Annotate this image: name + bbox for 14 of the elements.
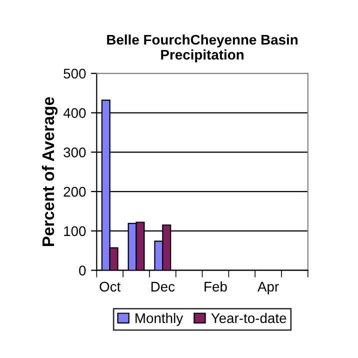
y-tick-label: 200: [64, 186, 86, 197]
chart-title: Belle FourchCheyenne Basin Precipitation: [107, 34, 298, 62]
legend-label: Year-to-date: [211, 312, 286, 324]
y-tick-label: 300: [64, 147, 86, 158]
y-tick-label: 100: [64, 226, 86, 236]
y-tick-label: 500: [64, 68, 86, 79]
legend-label: Monthly: [136, 312, 184, 326]
x-tick-label: Oct: [100, 282, 121, 292]
x-tick-label: Feb: [204, 281, 227, 292]
y-tick-label: 0: [79, 266, 86, 276]
y-tick-label: 400: [63, 108, 86, 118]
x-tick-label: Apr: [258, 282, 279, 294]
x-tick-label: Dec: [151, 282, 175, 292]
y-axis-title: Percent of Average: [42, 97, 58, 246]
